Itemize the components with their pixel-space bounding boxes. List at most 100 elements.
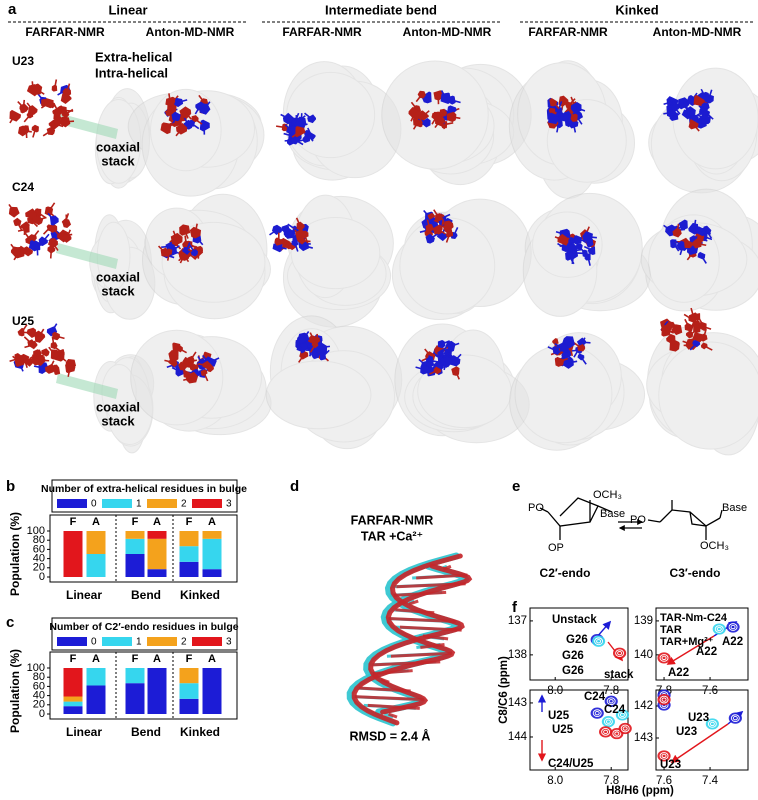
rna-silhouette <box>394 323 530 444</box>
plot-frame <box>529 607 629 681</box>
bar-segment <box>202 538 222 570</box>
x-tick-label: Bend <box>131 725 161 739</box>
x-tick-label: Bend <box>131 588 161 602</box>
residue-bond <box>451 115 461 120</box>
residue-bond <box>49 249 53 259</box>
bulge-ensemble <box>9 323 77 377</box>
residue-bond <box>676 223 680 233</box>
residue-bond <box>586 235 591 245</box>
x-tick-label: 8.0 <box>547 775 563 787</box>
peak-label: A22 <box>696 646 717 658</box>
residue-glyph <box>160 122 172 135</box>
atom-label: OCH₃ <box>700 540 729 552</box>
residue-bond <box>64 213 70 223</box>
bar-segment <box>125 683 145 714</box>
residue-bond <box>178 99 188 104</box>
residue-bond <box>581 341 591 344</box>
residue-bond <box>47 212 55 221</box>
bar-segment <box>179 546 199 562</box>
bar-segment <box>63 706 83 714</box>
peak-contour <box>619 712 625 718</box>
annotation: coaxial <box>96 269 140 284</box>
residue-bond <box>453 227 459 236</box>
peak-contour <box>730 624 736 630</box>
residue-bond <box>185 242 191 252</box>
residue-bond <box>693 219 697 229</box>
bulge-ensemble <box>269 217 313 253</box>
bar-label: F <box>70 653 77 665</box>
bulge-ensemble <box>275 112 316 146</box>
residue-bond <box>666 338 675 347</box>
residue-bond <box>410 112 416 122</box>
base-pair <box>372 669 413 676</box>
residue-bond <box>702 328 707 339</box>
residue-glyph <box>425 223 435 233</box>
residue-glyph <box>190 248 199 257</box>
residue-bond <box>183 229 189 239</box>
residue-bond <box>32 230 40 239</box>
x-tick-label: 7.6 <box>702 685 718 697</box>
residue-bond <box>708 89 713 99</box>
peak-contour <box>659 752 669 760</box>
residue-bond <box>690 307 695 317</box>
peak-label: C24/U25 <box>548 758 594 770</box>
annotation: stack <box>101 283 135 298</box>
peak-contour <box>592 709 602 717</box>
residue-bond <box>692 123 700 132</box>
legend-label: 0 <box>91 499 97 510</box>
residue-glyph <box>439 108 448 118</box>
bar-segment <box>202 569 222 577</box>
bulge-ensemble <box>663 219 713 264</box>
y-tick-label: 100 <box>27 525 45 537</box>
peak-contour <box>608 699 614 704</box>
residue-bond <box>572 123 577 133</box>
residue-bond <box>568 255 575 265</box>
residue-bond <box>30 208 39 215</box>
residue-bond <box>53 112 59 122</box>
peak-contour <box>617 711 627 719</box>
bar-segment <box>86 531 106 554</box>
annotation: stack <box>101 413 135 428</box>
residue-bond <box>307 127 313 137</box>
residue-bond <box>701 231 711 235</box>
residue-bond <box>49 360 55 370</box>
residue-bond <box>24 344 34 349</box>
residue-bond <box>450 342 460 348</box>
residue-bond <box>66 83 71 93</box>
peak-contour <box>622 726 628 731</box>
helix-shadow <box>286 71 376 159</box>
coaxial-stack-band <box>56 243 118 269</box>
y-axis-label: Population (%) <box>8 649 22 733</box>
bar-segment <box>179 683 199 699</box>
peak-contour <box>661 753 667 759</box>
residue-bond <box>178 347 188 354</box>
residue-bond <box>322 349 330 358</box>
residue-bond <box>451 99 461 104</box>
peak-label: U23 <box>676 726 697 738</box>
rna-silhouette <box>646 326 758 456</box>
peak-contour <box>732 716 738 721</box>
residue-bond <box>22 130 32 133</box>
peak-contour <box>603 729 609 735</box>
residue-bond <box>705 230 713 239</box>
residue-bond <box>67 367 71 377</box>
legend-entry: FARFAR-NMR <box>351 513 434 527</box>
legend-label: 0 <box>91 637 97 648</box>
bulge-ensemble <box>157 223 204 264</box>
bar-segment <box>125 531 145 539</box>
bar-label: F <box>186 653 193 665</box>
residue-bond <box>280 113 289 120</box>
residue-glyph <box>30 83 43 96</box>
residue-bond <box>48 346 55 355</box>
bar-label: F <box>132 653 139 665</box>
bar-segment <box>147 531 167 539</box>
residue-glyph <box>8 206 20 218</box>
legend-label: 2 <box>181 499 187 510</box>
x-axis-label: H8/H6 (ppm) <box>606 785 674 797</box>
base-pair <box>442 564 452 571</box>
residue-bond <box>9 357 19 362</box>
residue-bond <box>429 233 439 240</box>
peak-label: A22 <box>722 636 743 648</box>
legend-label: 1 <box>136 637 142 648</box>
peak-label: U25 <box>552 724 574 736</box>
